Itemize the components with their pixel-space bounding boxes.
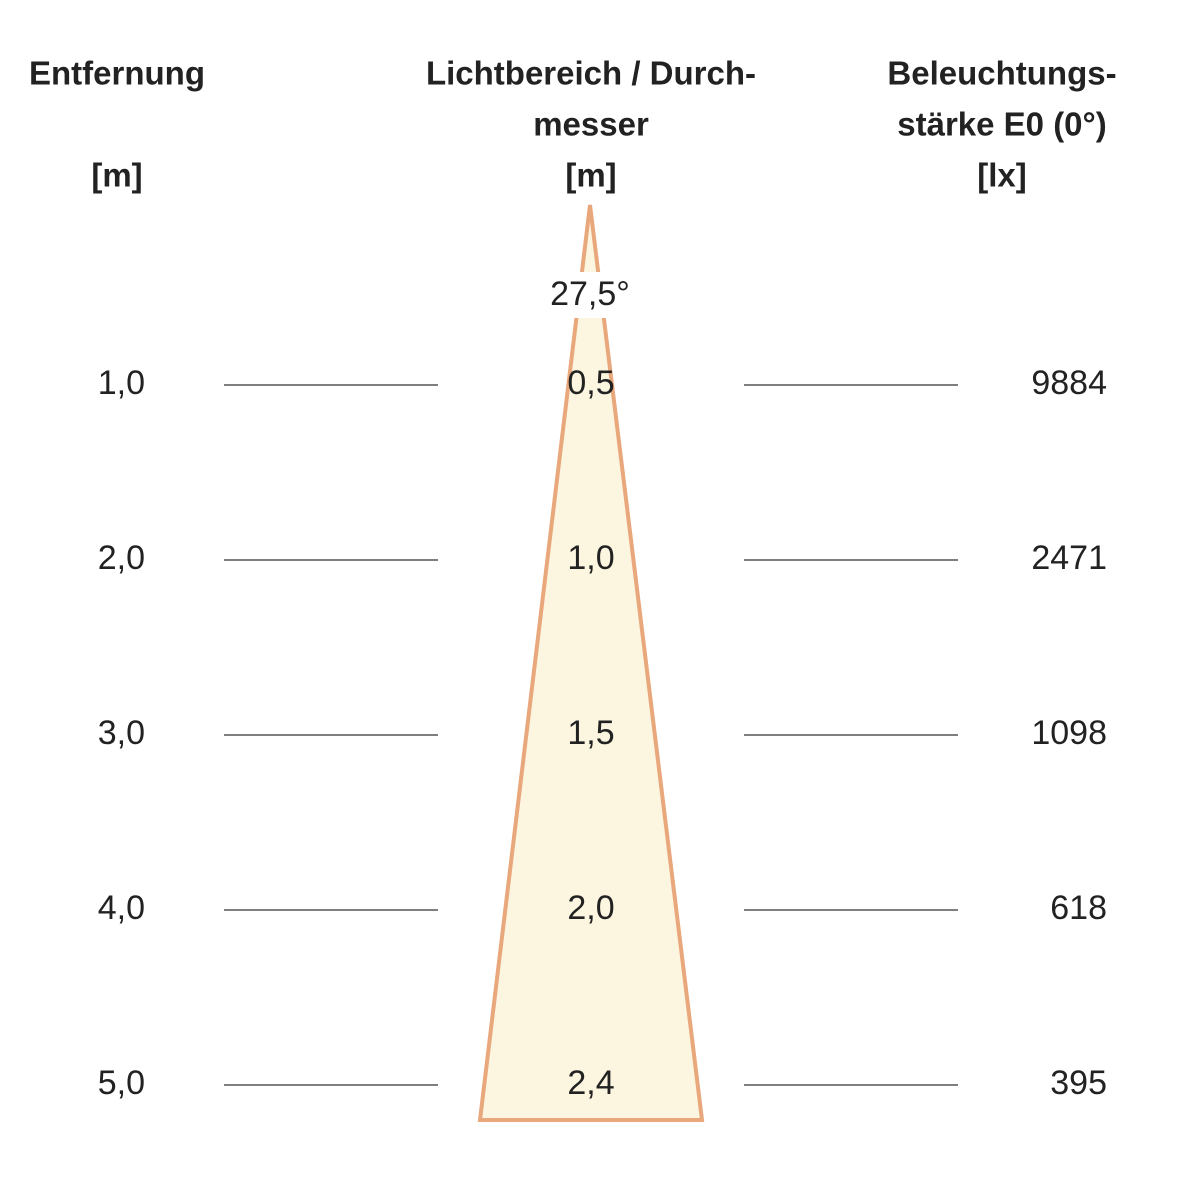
header-illuminance-unit: [lx] <box>977 157 1027 194</box>
distance: 4,0 <box>98 889 145 927</box>
illuminance: 1098 <box>1031 714 1107 752</box>
diameter: 0,5 <box>567 364 614 402</box>
illuminance: 2471 <box>1031 539 1107 577</box>
illuminance: 9884 <box>1031 364 1107 402</box>
illuminance: 618 <box>1050 889 1107 927</box>
header-illuminance: stärke E0 (0°) <box>897 106 1106 143</box>
header-illuminance: Beleuchtungs- <box>887 55 1116 92</box>
diameter: 1,0 <box>567 539 614 577</box>
header-diameter-unit: [m] <box>565 157 616 194</box>
header-diameter: messer <box>533 106 649 143</box>
diameter: 1,5 <box>567 714 614 752</box>
distance: 3,0 <box>98 714 145 752</box>
header-distance: Entfernung <box>29 55 205 92</box>
distance: 5,0 <box>98 1064 145 1102</box>
light-cone <box>477 204 705 1122</box>
rows: 1,0 0,5 9884 2,0 1,0 2471 3,0 1,5 1098 4,0 2,0 618 5… <box>98 364 1107 1102</box>
diameter: 2,4 <box>567 1064 614 1102</box>
diameter: 2,0 <box>567 889 614 927</box>
header-distance-unit: [m] <box>91 157 142 194</box>
illuminance: 395 <box>1050 1064 1107 1102</box>
beam-angle: 27,5° <box>550 275 630 313</box>
distance: 1,0 <box>98 364 145 402</box>
angle-label-bg <box>535 272 645 318</box>
header-diameter: Lichtbereich / Durch- <box>426 55 756 92</box>
distance: 2,0 <box>98 539 145 577</box>
